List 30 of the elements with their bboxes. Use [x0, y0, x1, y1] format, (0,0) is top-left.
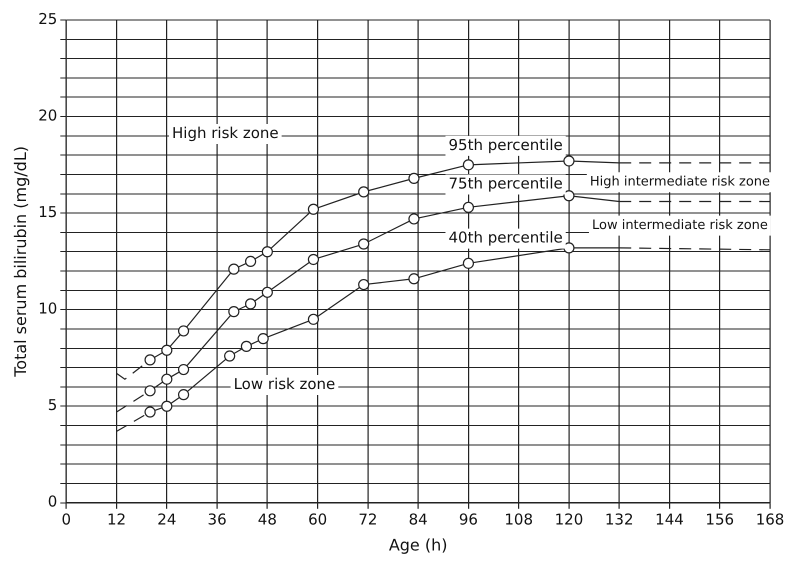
annotation: High intermediate risk zone — [590, 174, 770, 190]
x-tick-label: 72 — [358, 510, 378, 529]
x-tick-label: 156 — [705, 510, 734, 529]
y-tick-label: 5 — [48, 396, 58, 414]
x-tick-label: 24 — [157, 510, 176, 529]
x-tick-label: 96 — [458, 510, 478, 529]
x-tick-label: 12 — [107, 510, 126, 529]
x-tick-label: 144 — [655, 510, 684, 529]
y-tick-label: 0 — [48, 492, 58, 511]
series-label: 95th percentile — [448, 136, 563, 154]
y-tick-label: 10 — [38, 300, 58, 318]
x-tick-label: 60 — [308, 510, 328, 529]
x-tick-label: 84 — [408, 510, 428, 529]
x-tick-label: 108 — [504, 510, 533, 529]
y-axis-title: Total serum bilirubin (mg/dL) — [10, 146, 30, 378]
x-tick-label: 132 — [604, 510, 634, 529]
annotation: High risk zone — [172, 124, 279, 142]
x-tick-label: 36 — [208, 510, 227, 529]
series-label: 40th percentile — [448, 228, 563, 246]
y-tick-label: 20 — [38, 106, 58, 124]
y-tick-label: 15 — [38, 203, 58, 222]
x-axis-title: Age (h) — [388, 536, 448, 555]
annotation: Low intermediate risk zone — [592, 218, 768, 234]
x-tick-label: 0 — [62, 510, 72, 529]
y-tick-label: 25 — [38, 10, 58, 28]
x-tick-label: 168 — [756, 510, 784, 529]
series-label: 75th percentile — [448, 174, 563, 192]
x-tick-label: 48 — [258, 510, 277, 529]
annotation: Low risk zone — [234, 374, 336, 393]
x-tick-label: 120 — [554, 510, 584, 529]
